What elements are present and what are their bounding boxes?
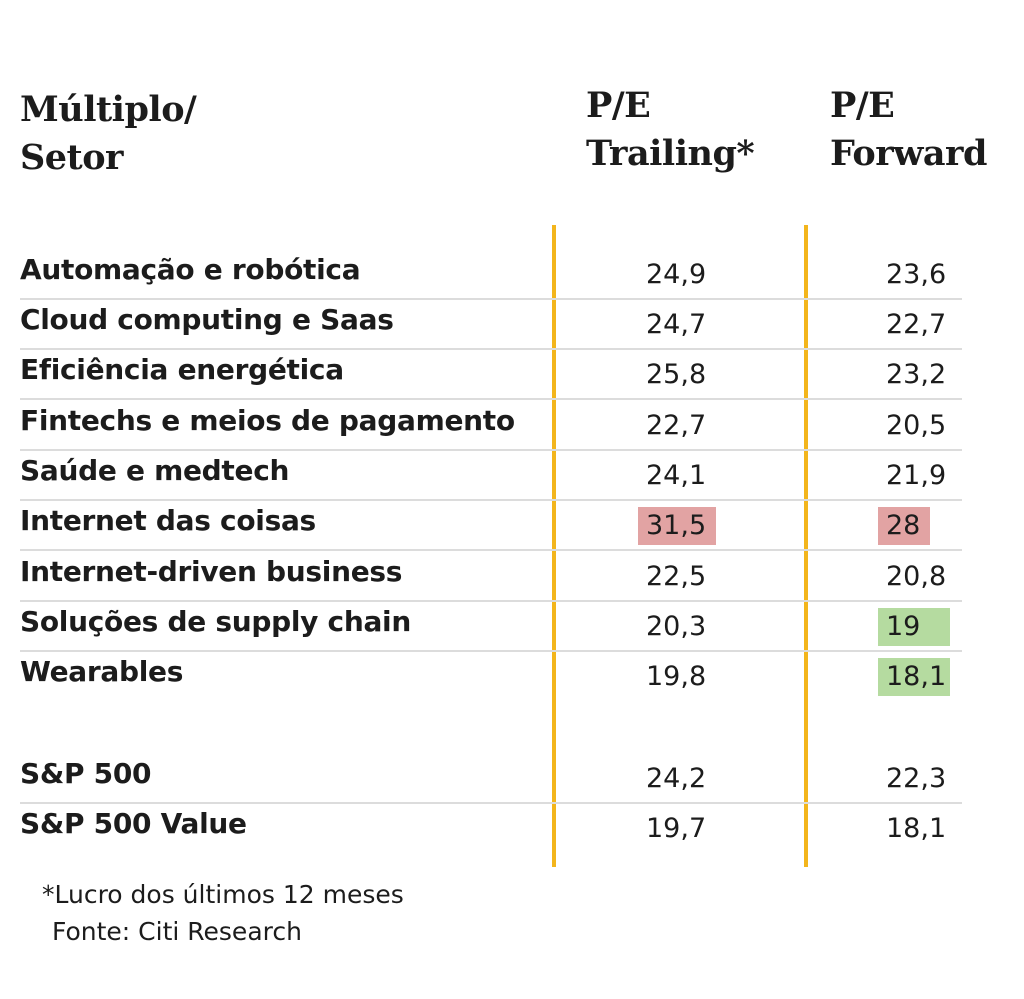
table-row: Wearables 19,8 18,1 (20, 650, 962, 700)
trailing-header-line-2: Trailing* (586, 133, 755, 174)
pe-forward-value: 23,2 (886, 359, 947, 390)
footnote: *Lucro dos últimos 12 meses (42, 880, 404, 909)
pe-trailing-value: 24,2 (646, 763, 707, 794)
table-row: Internet-driven business 22,5 20,8 (20, 550, 962, 602)
pe-trailing-value: 25,8 (646, 359, 707, 390)
table-row: Soluções de supply chain 20,3 19 (20, 600, 962, 652)
table-row: Eficiência energética 25,8 23,2 (20, 348, 962, 400)
pe-trailing-value: 31,5 (638, 507, 716, 545)
sector-label: Cloud computing e Saas (20, 303, 394, 336)
pe-trailing-value: 22,7 (646, 410, 707, 441)
pe-forward-column-header: P/E Forward (830, 82, 987, 178)
sector-label: Internet das coisas (20, 504, 316, 537)
table-row: Cloud computing e Saas 24,7 22,7 (20, 298, 962, 350)
sector-label: Saúde e medtech (20, 454, 290, 487)
pe-trailing-column-header: P/E Trailing* (586, 82, 755, 178)
forward-column-divider (804, 225, 808, 867)
table-row: Internet das coisas 31,5 28 (20, 499, 962, 551)
sector-label: S&P 500 Value (20, 807, 247, 840)
sector-label: Soluções de supply chain (20, 605, 411, 638)
pe-trailing-value: 19,7 (646, 813, 707, 844)
pe-forward-value: 20,5 (886, 410, 947, 441)
pe-forward-value: 21,9 (886, 460, 947, 491)
pe-trailing-value: 24,7 (646, 309, 707, 340)
table-row: S&P 500 Value 19,7 18,1 (20, 802, 962, 852)
pe-forward-value: 20,8 (886, 561, 947, 592)
table-row: S&P 500 24,2 22,3 (20, 752, 962, 804)
pe-trailing-value: 22,5 (646, 561, 707, 592)
pe-trailing-value: 20,3 (646, 611, 707, 642)
table-row: Fintechs e meios de pagamento 22,7 20,5 (20, 399, 962, 451)
sector-label: Wearables (20, 655, 184, 688)
pe-forward-value: 28 (878, 507, 930, 545)
sector-label: S&P 500 (20, 757, 152, 790)
sector-label: Internet-driven business (20, 555, 403, 588)
pe-forward-value: 22,7 (886, 309, 947, 340)
trailing-column-divider (552, 225, 556, 867)
pe-trailing-value: 24,9 (646, 259, 707, 290)
table-row: Saúde e medtech 24,1 21,9 (20, 449, 962, 501)
pe-forward-value: 22,3 (886, 763, 947, 794)
pe-forward-value: 18,1 (886, 813, 947, 844)
sector-header-line-1: Múltiplo/ (20, 89, 197, 130)
pe-trailing-value: 24,1 (646, 460, 707, 491)
source-note: Fonte: Citi Research (52, 917, 302, 946)
sector-label: Eficiência energética (20, 353, 344, 386)
trailing-header-line-1: P/E (586, 85, 651, 126)
forward-header-line-1: P/E (830, 85, 895, 126)
sector-label: Automação e robótica (20, 253, 361, 286)
pe-forward-value: 19 (878, 608, 950, 646)
pe-forward-value: 18,1 (878, 658, 950, 696)
sector-header-line-2: Setor (20, 137, 124, 178)
pe-trailing-value: 19,8 (646, 661, 707, 692)
sector-column-header: Múltiplo/ Setor (20, 86, 197, 182)
table-row: Automação e robótica 24,9 23,6 (20, 248, 962, 300)
pe-forward-value: 23,6 (886, 259, 947, 290)
forward-header-line-2: Forward (830, 133, 987, 174)
sector-label: Fintechs e meios de pagamento (20, 404, 515, 437)
